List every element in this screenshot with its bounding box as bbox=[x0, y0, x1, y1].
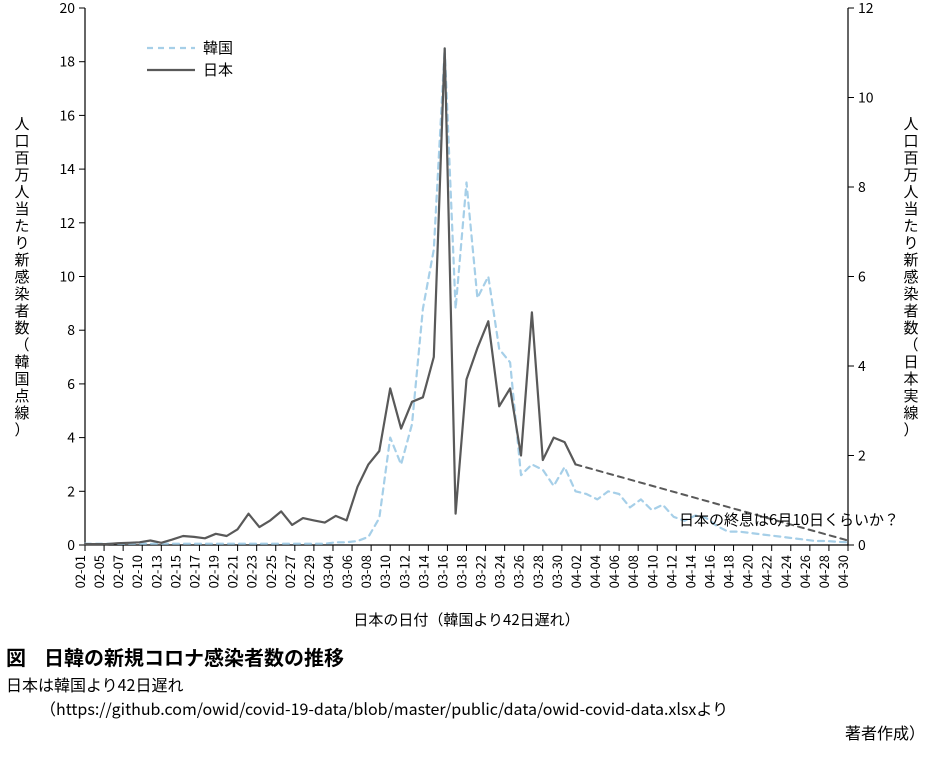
x-tick-label: 03-30 bbox=[547, 555, 566, 588]
x-tick-label: 03-28 bbox=[528, 555, 547, 588]
chart-svg: 0 2 4 6 8 10 12 14 16 18 20 0 2 4 6 8 10 12 02-0102-0502-0… bbox=[0, 0, 933, 768]
x-tick-label: 03-24 bbox=[490, 555, 509, 588]
y-left-tick-label: 4 bbox=[67, 428, 75, 448]
x-tick-label: 04-22 bbox=[757, 555, 776, 588]
x-tick-label: 04-20 bbox=[738, 555, 757, 588]
x-tick-label: 04-08 bbox=[623, 555, 642, 588]
y-right-axis-label: 人口百万人当たり新感染者数（日本実線） bbox=[903, 113, 918, 440]
x-tick-label: 02-01 bbox=[70, 555, 89, 588]
x-tick-label: 03-10 bbox=[375, 555, 394, 588]
x-tick-label: 04-28 bbox=[814, 555, 833, 588]
y-right-tick-label: 2 bbox=[858, 446, 866, 466]
legend-label: 韓国 bbox=[203, 37, 233, 58]
y-right-tick-label: 4 bbox=[858, 356, 866, 376]
y-right-tick-label: 8 bbox=[858, 177, 866, 197]
x-tick-label: 02-25 bbox=[261, 555, 280, 588]
x-tick-label: 02-15 bbox=[165, 555, 184, 588]
y-right-tick-label: 6 bbox=[858, 267, 866, 287]
y-left-tick-label: 16 bbox=[59, 105, 75, 125]
svg-text:）: ） bbox=[903, 419, 918, 440]
x-tick-label: 02-05 bbox=[89, 555, 108, 588]
x-tick-label: 02-07 bbox=[108, 555, 127, 588]
x-tick-label: 04-10 bbox=[642, 555, 661, 588]
x-tick-label: 02-17 bbox=[184, 555, 203, 588]
x-tick-label: 03-22 bbox=[471, 555, 490, 588]
series-japan bbox=[85, 48, 576, 544]
x-tick-label: 04-14 bbox=[680, 555, 699, 588]
y-right-tick-label: 12 bbox=[858, 0, 874, 18]
y-right-tick-label: 10 bbox=[858, 88, 874, 108]
x-tick-label: 02-27 bbox=[280, 555, 299, 588]
x-tick-label: 04-30 bbox=[833, 555, 852, 588]
y-left-tick-label: 8 bbox=[67, 320, 75, 340]
x-tick-label: 03-12 bbox=[394, 555, 413, 588]
y-left-tick-label: 12 bbox=[59, 213, 75, 233]
x-tick-label: 02-29 bbox=[299, 555, 318, 588]
y-left-tick-label: 6 bbox=[67, 374, 75, 394]
x-tick-label: 04-16 bbox=[699, 555, 718, 588]
y-left-tick-label: 18 bbox=[59, 52, 75, 72]
x-tick-label: 04-24 bbox=[776, 555, 795, 588]
x-tick-label: 04-18 bbox=[719, 555, 738, 588]
legend: 韓国日本 bbox=[147, 37, 233, 80]
x-tick-label: 04-06 bbox=[604, 555, 623, 588]
annotation-text: 日本の終息は6月10日くらいか？ bbox=[679, 509, 899, 530]
x-tick-label: 03-16 bbox=[432, 555, 451, 588]
caption-title: 図日韓の新規コロナ感染者数の推移 bbox=[6, 642, 344, 671]
chart-container: { "chart": { "type": "line", "width": 93… bbox=[0, 0, 933, 768]
x-tick-label: 03-18 bbox=[452, 555, 471, 588]
caption-subline-2a: （https://github.com/owid/covid-19-data/b… bbox=[40, 696, 728, 720]
x-tick-label: 03-26 bbox=[509, 555, 528, 588]
x-tick-label: 02-21 bbox=[223, 555, 242, 588]
x-tick-label: 04-02 bbox=[566, 555, 585, 588]
y-left-tick-label: 10 bbox=[59, 267, 75, 287]
svg-text:）: ） bbox=[14, 419, 29, 440]
caption-subline-1: 日本は韓国より42日遅れ bbox=[6, 672, 183, 696]
x-tick-label: 04-26 bbox=[795, 555, 814, 588]
x-tick-label: 02-23 bbox=[242, 555, 261, 588]
y-left-tick-label: 14 bbox=[59, 159, 75, 179]
y-left-tick-label: 2 bbox=[67, 481, 75, 501]
legend-label: 日本 bbox=[203, 59, 233, 80]
y-right-tick-label: 0 bbox=[858, 535, 866, 555]
caption-subline-2b: 著者作成） bbox=[845, 720, 925, 744]
x-tick-label: 03-14 bbox=[413, 555, 432, 588]
x-tick-label: 04-12 bbox=[661, 555, 680, 588]
y-left-tick-label: 20 bbox=[59, 0, 75, 18]
x-tick-label: 03-08 bbox=[356, 555, 375, 588]
x-tick-label: 03-06 bbox=[337, 555, 356, 588]
x-tick-label: 03-04 bbox=[318, 555, 337, 588]
y-left-tick-label: 0 bbox=[67, 535, 75, 555]
x-axis-title: 日本の日付（韓国より42日遅れ） bbox=[353, 609, 579, 630]
x-tick-label: 04-04 bbox=[585, 555, 604, 588]
series-korea bbox=[85, 48, 848, 543]
caption: 図日韓の新規コロナ感染者数の推移日本は韓国より42日遅れ（https://git… bbox=[6, 642, 925, 744]
x-tick-label: 02-10 bbox=[127, 555, 146, 588]
x-tick-label: 02-19 bbox=[204, 555, 223, 588]
x-tick-label: 02-13 bbox=[146, 555, 165, 588]
y-left-axis-label: 人口百万人当たり新感染者数（韓国点線） bbox=[14, 113, 29, 440]
